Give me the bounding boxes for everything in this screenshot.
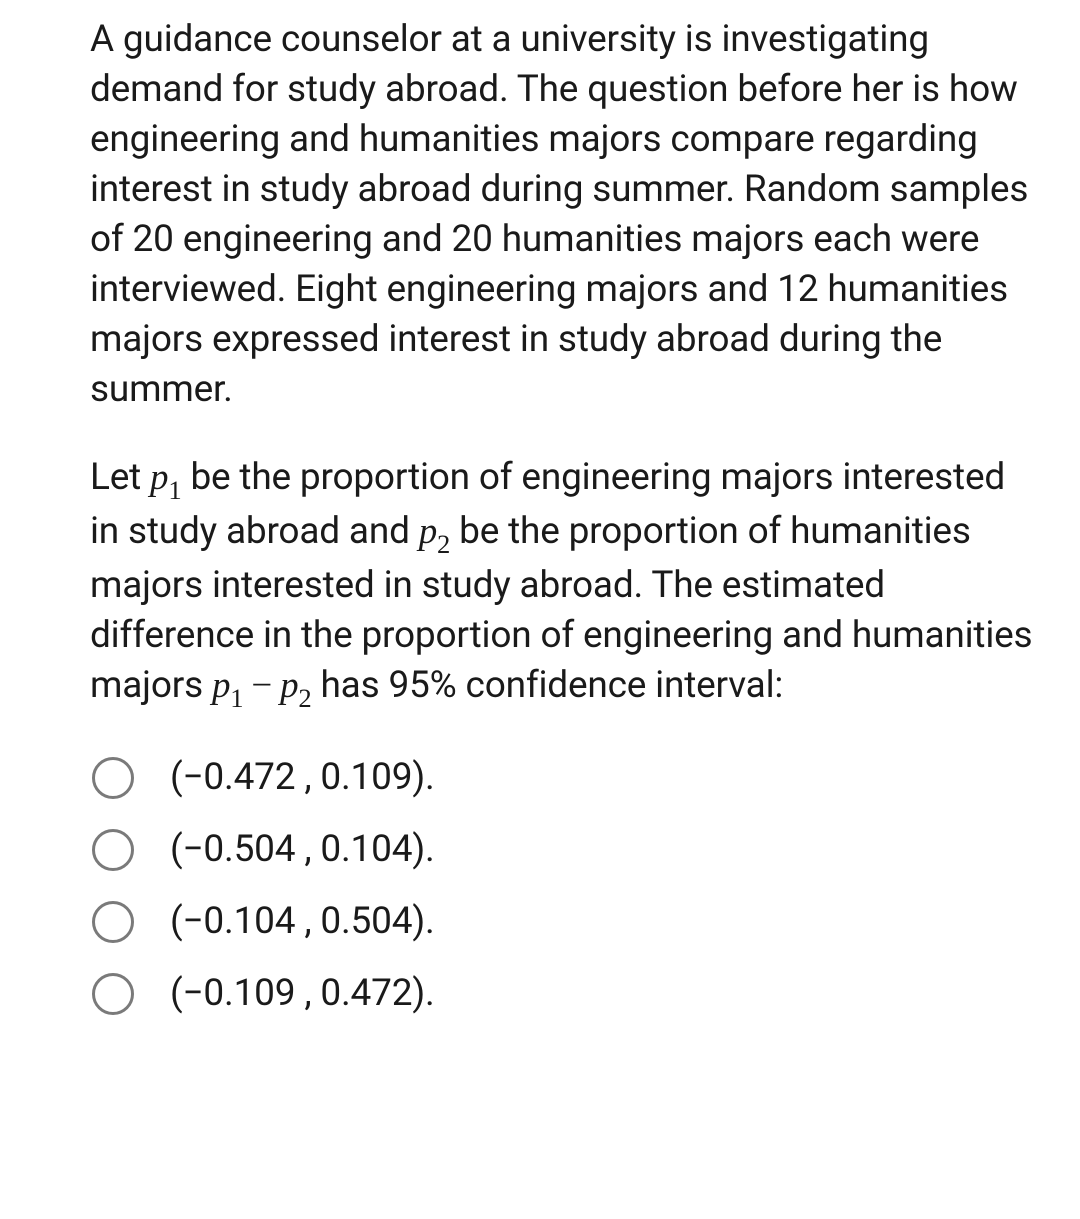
variable-p1b: p [212, 665, 230, 706]
option-row-2[interactable]: (−0.504 , 0.104). [90, 825, 1040, 875]
subscript-1: 1 [168, 475, 181, 505]
variable-p2: p [419, 511, 437, 552]
text-fragment: has 95% confidence interval: [312, 664, 784, 707]
option-row-3[interactable]: (−0.104 , 0.504). [90, 897, 1040, 947]
radio-button[interactable] [92, 829, 134, 871]
subscript-2: 2 [437, 529, 450, 559]
radio-button[interactable] [92, 901, 134, 943]
minus-sign: − [251, 665, 272, 706]
subscript-2b: 2 [298, 683, 311, 713]
option-row-4[interactable]: (−0.109 , 0.472). [90, 969, 1040, 1019]
option-label: (−0.504 , 0.104). [170, 825, 435, 875]
subscript-1b: 1 [230, 683, 243, 713]
text-fragment: Let [90, 456, 150, 499]
options-group: (−0.472 , 0.109). (−0.504 , 0.104). (−0.… [90, 753, 1040, 1019]
question-paragraph-2: Let p1 be the proportion of engineering … [90, 453, 1040, 716]
option-label: (−0.472 , 0.109). [170, 753, 435, 803]
option-label: (−0.109 , 0.472). [170, 969, 435, 1019]
radio-button[interactable] [92, 973, 134, 1015]
radio-button[interactable] [92, 757, 134, 799]
variable-p1: p [150, 457, 168, 498]
variable-p2b: p [280, 665, 298, 706]
option-row-1[interactable]: (−0.472 , 0.109). [90, 753, 1040, 803]
question-paragraph-1: A guidance counselor at a university is … [90, 15, 1040, 415]
option-label: (−0.104 , 0.504). [170, 897, 435, 947]
